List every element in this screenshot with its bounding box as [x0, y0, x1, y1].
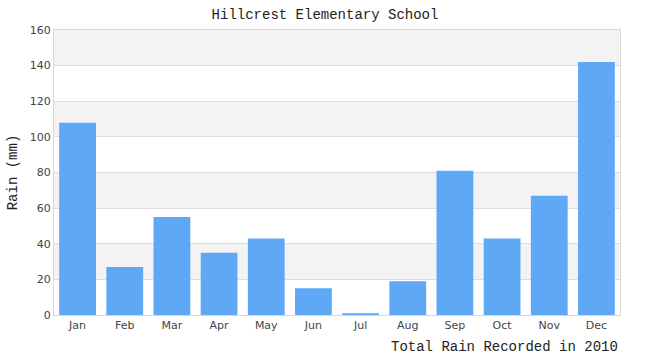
svg-text:Aug: Aug: [397, 319, 418, 332]
svg-text:60: 60: [37, 202, 51, 215]
svg-text:Sep: Sep: [445, 319, 466, 332]
svg-text:Rain (mm): Rain (mm): [5, 135, 21, 211]
svg-text:Apr: Apr: [210, 319, 230, 332]
svg-text:20: 20: [37, 273, 51, 286]
svg-text:Jul: Jul: [353, 319, 367, 332]
svg-text:Jan: Jan: [68, 319, 86, 332]
svg-text:140: 140: [30, 59, 51, 72]
svg-text:120: 120: [30, 95, 51, 108]
svg-text:Dec: Dec: [586, 319, 607, 332]
svg-text:160: 160: [30, 24, 51, 37]
svg-text:80: 80: [37, 166, 51, 179]
svg-text:May: May: [255, 319, 278, 332]
svg-text:40: 40: [37, 238, 51, 251]
svg-text:Hillcrest Elementary School: Hillcrest Elementary School: [212, 7, 439, 23]
svg-text:0: 0: [44, 309, 51, 322]
svg-text:Feb: Feb: [115, 319, 134, 332]
svg-text:Total Rain Recorded in 2010: Total Rain Recorded in 2010: [391, 339, 618, 355]
svg-text:Nov: Nov: [539, 319, 561, 332]
svg-text:100: 100: [30, 131, 51, 144]
svg-text:Mar: Mar: [162, 319, 183, 332]
svg-text:Oct: Oct: [493, 319, 513, 332]
svg-text:Jun: Jun: [304, 319, 322, 332]
